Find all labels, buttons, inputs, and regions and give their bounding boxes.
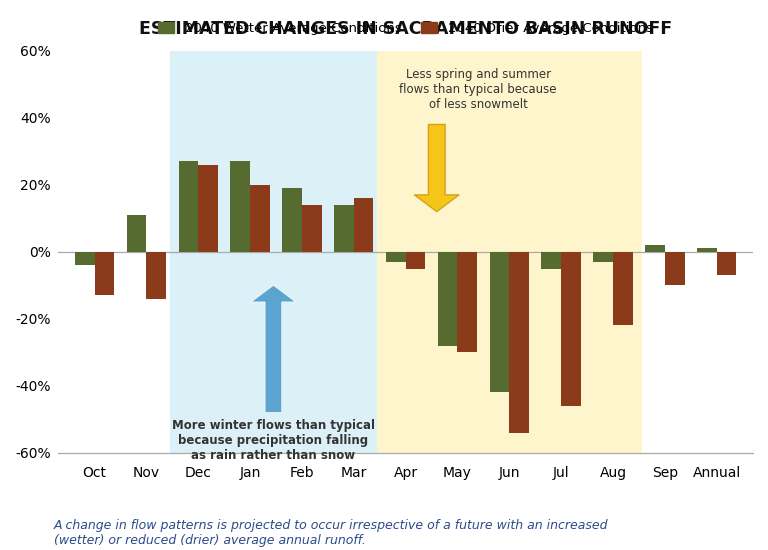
Bar bbox=[697, 249, 717, 252]
Text: A change in flow patterns is projected to occur irrespective of a future with an: A change in flow patterns is projected t… bbox=[54, 519, 608, 547]
Bar bbox=[94, 252, 114, 295]
Bar bbox=[386, 252, 406, 262]
Bar bbox=[282, 188, 302, 252]
Bar bbox=[147, 252, 166, 299]
Text: Less spring and summer
flows than typical because
of less snowmelt: Less spring and summer flows than typica… bbox=[399, 68, 557, 111]
Bar bbox=[561, 252, 581, 406]
Bar bbox=[490, 252, 509, 393]
Bar bbox=[250, 185, 270, 252]
Bar bbox=[613, 252, 633, 326]
Title: ESTIMATED CHANGES IN SACRAMENTO BASIN RUNOFF: ESTIMATED CHANGES IN SACRAMENTO BASIN RU… bbox=[139, 20, 672, 38]
Bar bbox=[74, 252, 94, 265]
Legend: 2040 Wetter Average Conditions, 2040 Drier Average Conditions: 2040 Wetter Average Conditions, 2040 Dri… bbox=[153, 17, 658, 41]
Bar bbox=[509, 252, 529, 433]
Bar bbox=[377, 51, 641, 453]
Bar bbox=[230, 161, 250, 252]
Bar bbox=[170, 51, 382, 453]
Text: More winter flows than typical
because precipitation falling
as rain rather than: More winter flows than typical because p… bbox=[172, 419, 375, 463]
Bar bbox=[594, 252, 613, 262]
Bar bbox=[178, 161, 198, 252]
Bar bbox=[354, 198, 373, 252]
Bar bbox=[438, 252, 458, 345]
Bar bbox=[334, 205, 354, 252]
Bar bbox=[198, 164, 218, 252]
Bar bbox=[458, 252, 477, 353]
Bar bbox=[541, 252, 561, 268]
Bar bbox=[665, 252, 684, 285]
Bar bbox=[406, 252, 425, 268]
Bar bbox=[645, 245, 665, 252]
Bar bbox=[302, 205, 322, 252]
Bar bbox=[127, 215, 147, 252]
Bar bbox=[717, 252, 737, 275]
